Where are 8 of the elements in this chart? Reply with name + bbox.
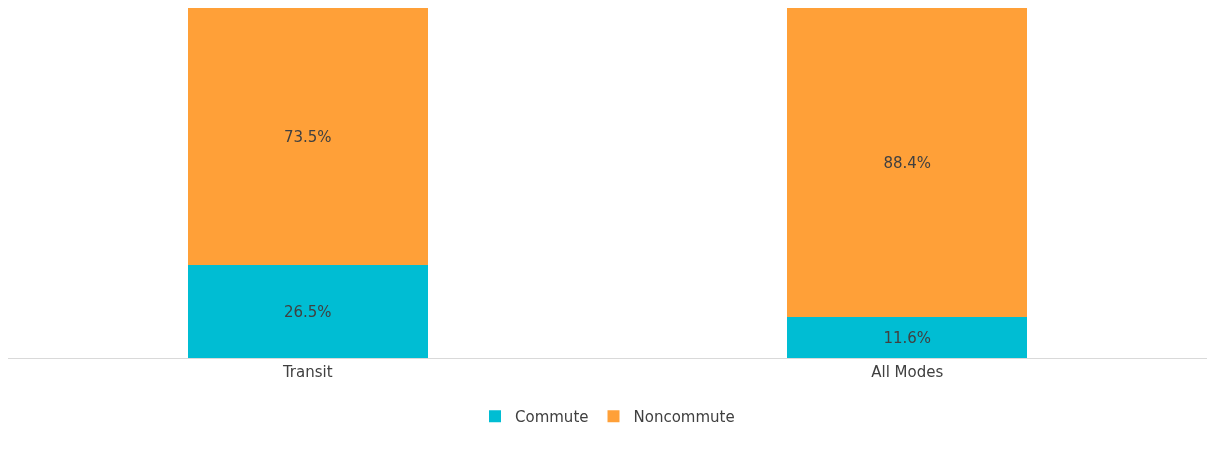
data-label: 73.5% bbox=[283, 127, 332, 146]
x-tick-label: Transit bbox=[281, 363, 333, 381]
x-tick-label: All Modes bbox=[871, 363, 944, 381]
data-label: 88.4% bbox=[883, 153, 932, 172]
legend-label: Noncommute bbox=[633, 408, 735, 427]
data-label: 26.5% bbox=[283, 302, 332, 321]
legend-label: Commute bbox=[515, 408, 589, 427]
data-label: 11.6% bbox=[883, 328, 932, 347]
